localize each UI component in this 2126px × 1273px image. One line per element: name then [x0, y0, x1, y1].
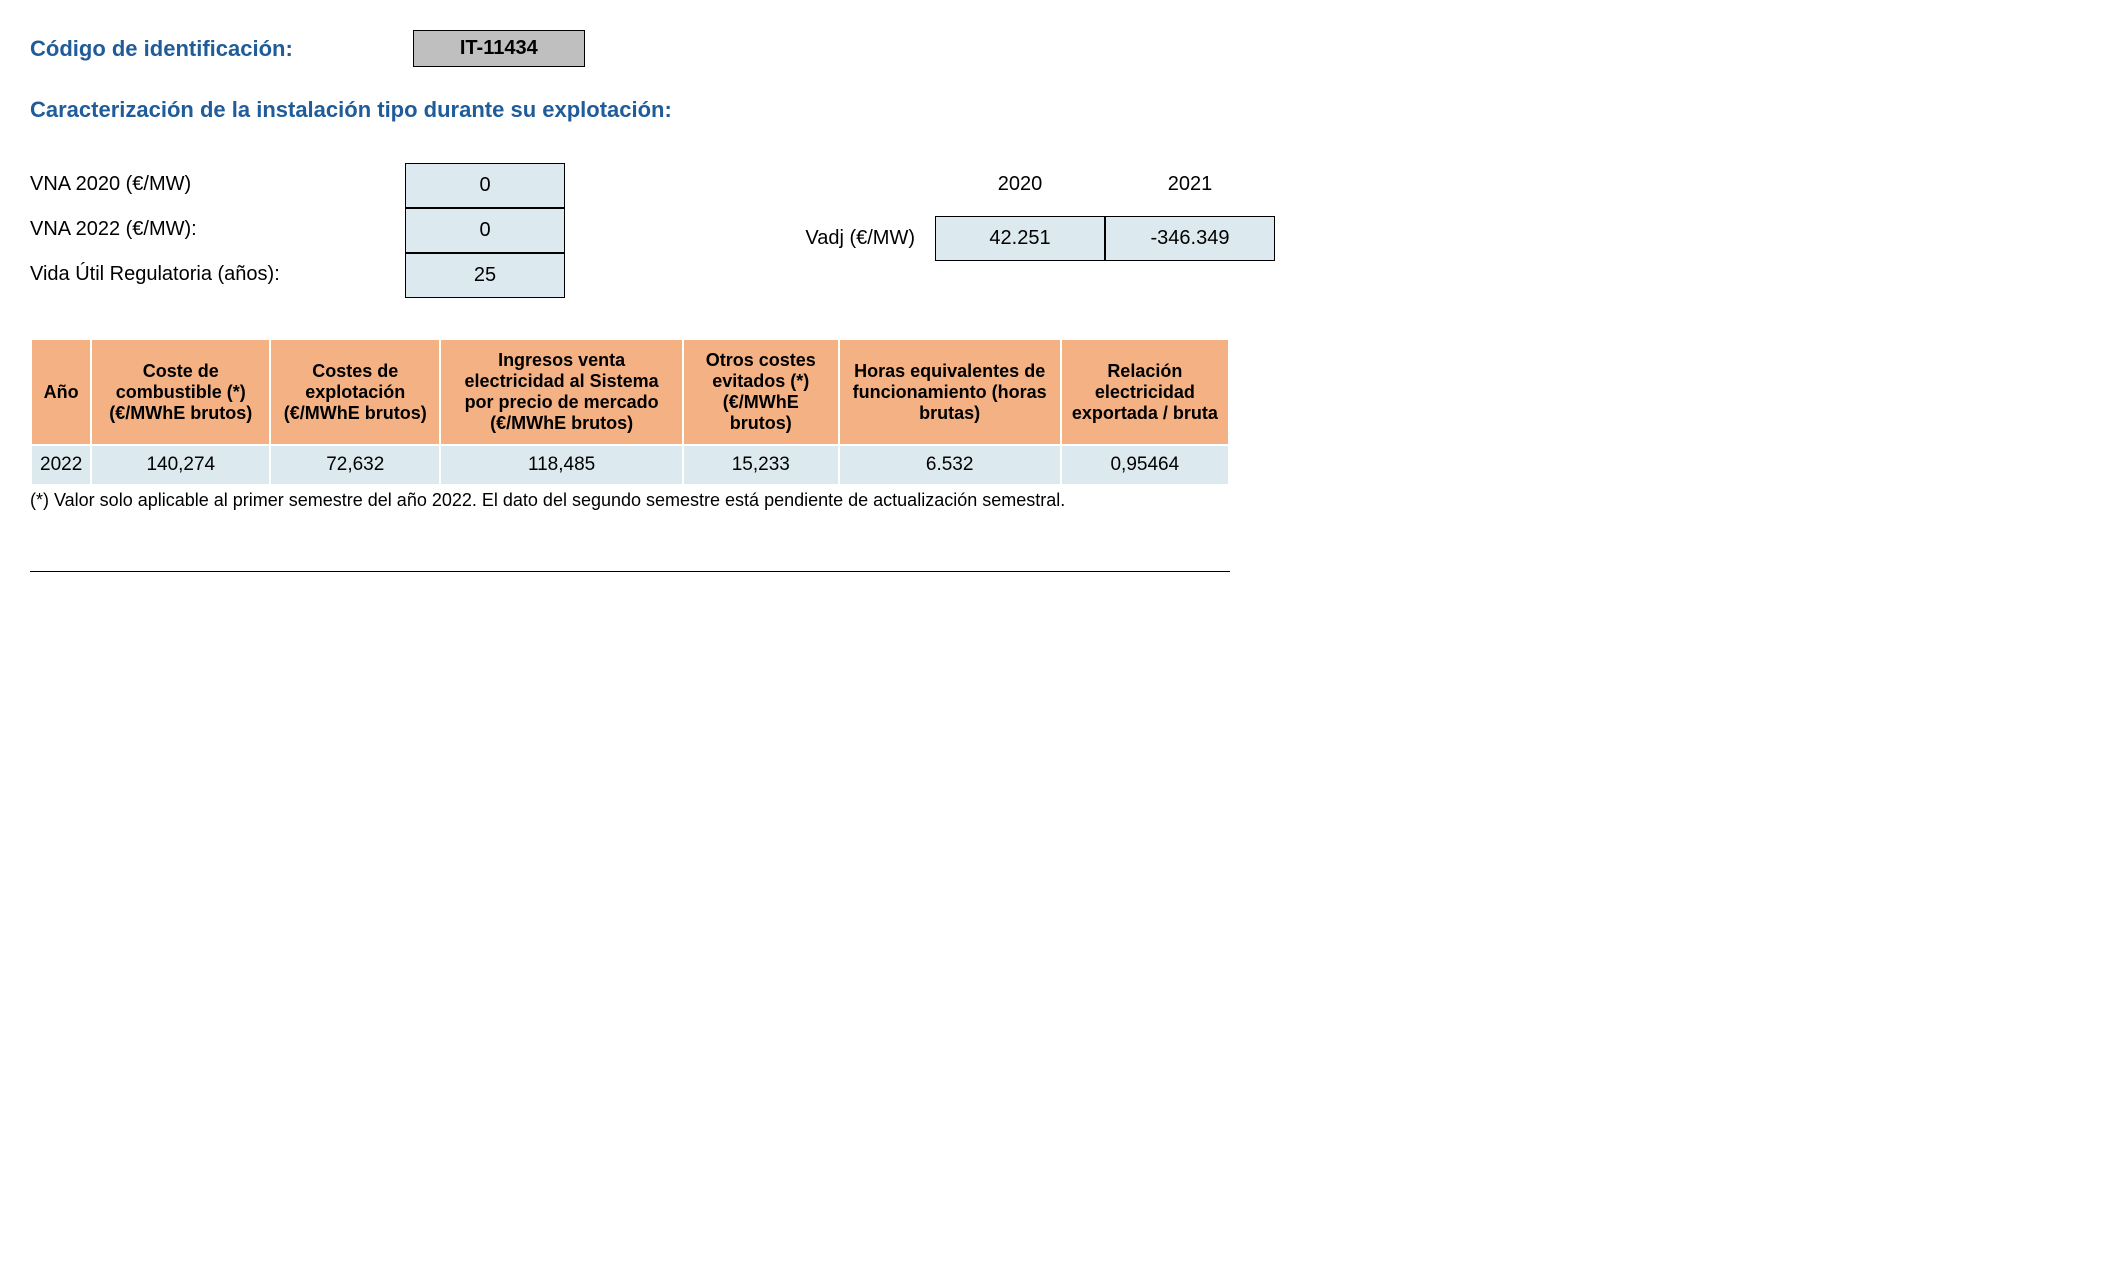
cell-horas: 6.532 — [839, 445, 1061, 485]
footnote: (*) Valor solo aplicable al primer semes… — [30, 490, 2096, 511]
col-relacion: Relación electricidad exportada / bruta — [1061, 339, 1229, 445]
main-table-head: Año Coste de combustible (*) (€/MWhE bru… — [31, 339, 1229, 445]
cell-relacion: 0,95464 — [1061, 445, 1229, 485]
table-row: 2022 140,274 72,632 118,485 15,233 6.532… — [31, 445, 1229, 485]
vadj-year1: 2020 — [935, 163, 1105, 206]
id-label: Código de identificación: — [30, 36, 293, 62]
vida-label: Vida Útil Regulatoria (años): — [30, 253, 405, 298]
vna2020-label: VNA 2020 (€/MW) — [30, 163, 405, 208]
col-explotacion: Costes de explotación (€/MWhE brutos) — [270, 339, 440, 445]
divider-line — [30, 571, 1230, 572]
cell-otros: 15,233 — [683, 445, 839, 485]
main-table-body: 2022 140,274 72,632 118,485 15,233 6.532… — [31, 445, 1229, 485]
vna2020-value: 0 — [405, 163, 565, 208]
vida-value: 25 — [405, 253, 565, 298]
vadj-spacer2 — [785, 206, 935, 216]
cell-combustible: 140,274 — [91, 445, 270, 485]
col-combustible: Coste de combustible (*) (€/MWhE brutos) — [91, 339, 270, 445]
id-value-box: IT-11434 — [413, 30, 585, 67]
col-ano: Año — [31, 339, 91, 445]
main-table-header-row: Año Coste de combustible (*) (€/MWhE bru… — [31, 339, 1229, 445]
section-title: Caracterización de la instalación tipo d… — [30, 97, 2096, 123]
params-left: VNA 2020 (€/MW) 0 VNA 2022 (€/MW): 0 Vid… — [30, 163, 565, 298]
params-right: 2020 2021 Vadj (€/MW) 42.251 -346.349 — [785, 163, 1275, 298]
cell-ano: 2022 — [31, 445, 91, 485]
params-block: VNA 2020 (€/MW) 0 VNA 2022 (€/MW): 0 Vid… — [30, 163, 2096, 298]
cell-explotacion: 72,632 — [270, 445, 440, 485]
cell-ingresos: 118,485 — [440, 445, 683, 485]
header-row: Código de identificación: IT-11434 — [30, 30, 2096, 67]
vadj-value2: -346.349 — [1105, 216, 1275, 261]
col-ingresos: Ingresos venta electricidad al Sistema p… — [440, 339, 683, 445]
col-otros: Otros costes evitados (*) (€/MWhE brutos… — [683, 339, 839, 445]
main-table: Año Coste de combustible (*) (€/MWhE bru… — [30, 338, 1230, 486]
col-horas: Horas equivalentes de funcionamiento (ho… — [839, 339, 1061, 445]
vna2022-label: VNA 2022 (€/MW): — [30, 208, 405, 253]
vadj-label: Vadj (€/MW) — [785, 217, 935, 260]
vadj-value1: 42.251 — [935, 216, 1105, 261]
vna2022-value: 0 — [405, 208, 565, 253]
vadj-grid: 2020 2021 Vadj (€/MW) 42.251 -346.349 — [785, 163, 1275, 261]
vadj-year2: 2021 — [1105, 163, 1275, 206]
